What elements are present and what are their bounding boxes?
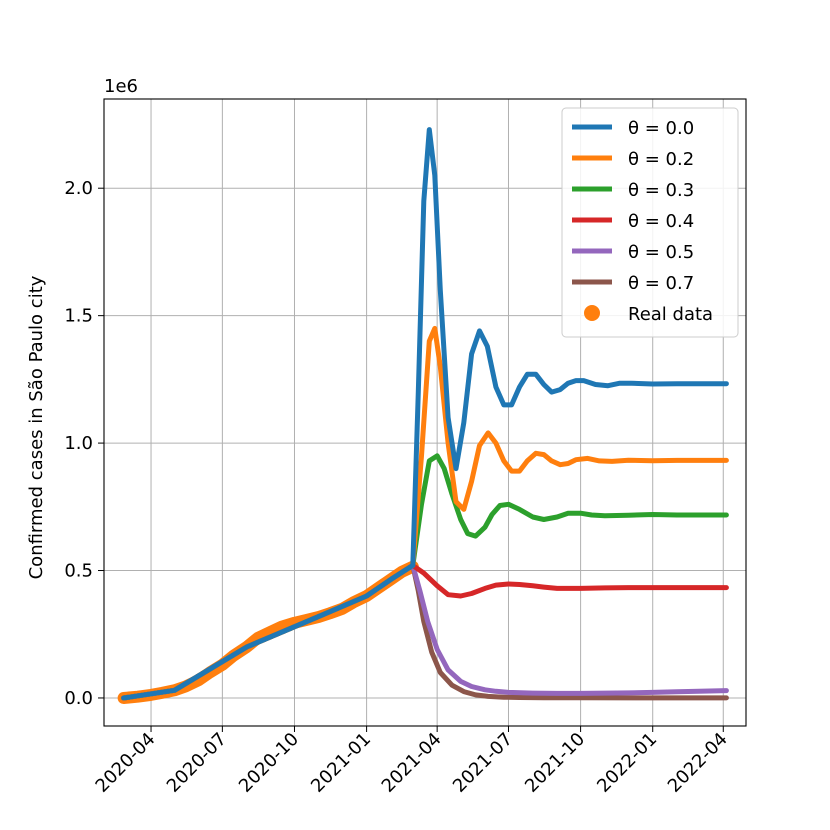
- y-tick-label: 2.0: [64, 178, 93, 199]
- y-offset-text: 1e6: [104, 76, 138, 97]
- series-line: [121, 127, 729, 701]
- legend-label: θ = 0.5: [628, 242, 694, 263]
- legend-marker: [584, 305, 600, 321]
- series-lines: [121, 127, 729, 701]
- plot-frame: [103, 98, 747, 727]
- y-tick-label: 0.5: [64, 561, 93, 582]
- legend-label: θ = 0.2: [628, 149, 694, 170]
- y-tick-label: 0.0: [64, 688, 93, 709]
- legend-label: θ = 0.7: [628, 273, 694, 294]
- y-axis-label: Confirmed cases in São Paulo city: [26, 275, 47, 579]
- legend-label: Real data: [628, 304, 713, 325]
- legend-label: θ = 0.3: [628, 180, 694, 201]
- legend-label: θ = 0.4: [628, 211, 694, 232]
- y-tick-label: 1.5: [64, 306, 93, 327]
- legend-label: θ = 0.0: [628, 118, 694, 139]
- legend: θ = 0.0 θ = 0.2 θ = 0.3 θ = 0.4 θ = 0.5 θ = 0…: [561, 107, 739, 338]
- y-tick-label: 1.0: [64, 433, 93, 454]
